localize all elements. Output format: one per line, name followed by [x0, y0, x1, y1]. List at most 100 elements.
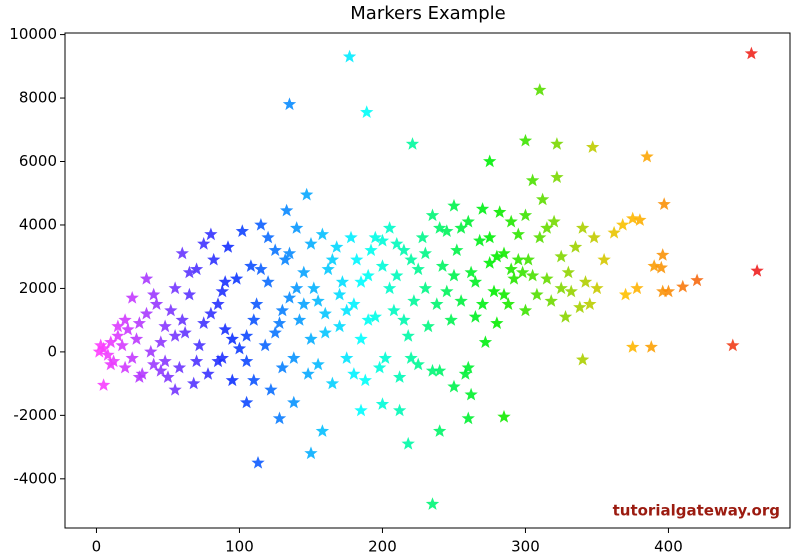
- point: [275, 360, 289, 374]
- point: [433, 363, 447, 377]
- point: [361, 268, 375, 282]
- point: [287, 351, 301, 364]
- point: [483, 256, 497, 269]
- x-tick-label: 0: [92, 538, 102, 556]
- point: [101, 348, 115, 361]
- point: [633, 213, 647, 226]
- point: [418, 281, 432, 295]
- point: [147, 287, 161, 301]
- point: [204, 306, 218, 320]
- point: [118, 360, 132, 374]
- point: [175, 246, 189, 260]
- point: [483, 230, 497, 244]
- point: [511, 252, 525, 266]
- point: [573, 300, 587, 314]
- point: [405, 137, 420, 150]
- point: [158, 319, 172, 333]
- point: [401, 329, 415, 342]
- point: [280, 203, 294, 217]
- point: [561, 265, 575, 279]
- point: [430, 297, 444, 310]
- y-tick-label: -4000: [13, 469, 57, 487]
- point: [401, 436, 415, 450]
- point: [411, 357, 425, 371]
- x-tick-label: 200: [368, 538, 397, 556]
- point: [264, 383, 278, 396]
- point: [240, 354, 254, 368]
- point: [521, 252, 535, 266]
- point: [201, 367, 215, 380]
- point: [94, 338, 108, 352]
- point: [240, 329, 254, 342]
- point: [364, 243, 378, 256]
- point: [182, 265, 197, 279]
- point: [347, 297, 361, 310]
- point: [525, 173, 540, 187]
- x-tick-label: 300: [511, 538, 540, 556]
- point: [411, 262, 425, 276]
- point: [490, 249, 504, 263]
- point: [583, 297, 597, 310]
- point: [251, 456, 265, 469]
- point: [375, 397, 390, 410]
- point: [244, 259, 258, 272]
- point: [318, 306, 332, 320]
- point: [493, 205, 507, 218]
- point: [425, 497, 440, 510]
- point: [404, 252, 418, 266]
- point: [315, 424, 330, 437]
- point: [342, 49, 357, 63]
- point: [550, 170, 564, 183]
- point: [415, 230, 430, 244]
- point: [626, 211, 640, 225]
- point: [554, 281, 568, 295]
- point: [232, 341, 247, 355]
- x-tick-label: 400: [654, 538, 683, 556]
- point: [375, 233, 390, 247]
- point: [616, 218, 630, 231]
- point: [207, 252, 221, 266]
- point: [144, 344, 158, 358]
- point: [607, 225, 621, 239]
- point: [168, 281, 182, 295]
- point: [475, 202, 490, 215]
- point: [368, 230, 382, 244]
- point: [311, 294, 325, 307]
- point: [272, 411, 287, 425]
- point: [132, 370, 146, 383]
- point: [468, 310, 483, 323]
- point: [211, 297, 225, 310]
- point: [478, 335, 493, 348]
- point: [161, 370, 175, 383]
- point: [297, 265, 311, 279]
- point: [657, 197, 671, 210]
- point: [354, 403, 368, 417]
- point: [530, 287, 544, 301]
- point: [340, 303, 354, 317]
- point: [393, 370, 407, 383]
- point: [158, 354, 172, 368]
- point: [397, 243, 411, 256]
- point: [325, 252, 340, 266]
- point: [497, 246, 511, 260]
- point: [178, 325, 192, 339]
- point: [511, 227, 525, 241]
- point: [215, 284, 229, 298]
- point: [507, 271, 521, 285]
- point: [550, 137, 564, 150]
- point: [390, 237, 404, 250]
- point: [197, 237, 211, 250]
- y-tick-label: 6000: [19, 152, 57, 170]
- point: [189, 262, 204, 276]
- point: [554, 249, 568, 263]
- point: [254, 218, 268, 231]
- point: [175, 313, 189, 326]
- point: [654, 260, 668, 274]
- point: [515, 265, 530, 279]
- plot-frame: [64, 32, 791, 529]
- point: [247, 313, 261, 326]
- point: [656, 284, 670, 298]
- point: [261, 230, 275, 244]
- point: [440, 224, 454, 237]
- point: [111, 319, 125, 333]
